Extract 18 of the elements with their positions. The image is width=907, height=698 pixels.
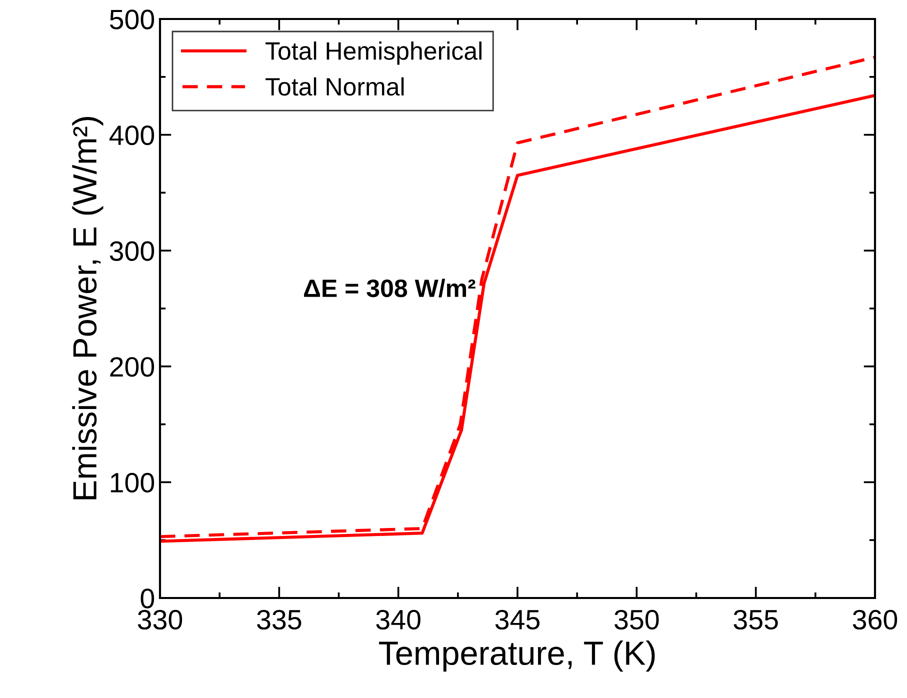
legend-label: Total Hemispherical — [266, 42, 482, 65]
x-tick-label: 345 — [495, 610, 540, 630]
x-axis-title: Temperature, T (K) — [379, 640, 655, 672]
y-tick-label: 200 — [110, 357, 154, 377]
y-tick-label: 500 — [110, 10, 154, 30]
x-tick-label: 340 — [376, 610, 420, 630]
annotation: ΔE = 308 W/m² — [304, 278, 476, 298]
y-tick-label: 400 — [109, 125, 154, 146]
x-tick-label: 360 — [852, 610, 898, 630]
y-tick-label: 100 — [110, 472, 154, 493]
x-tick-label: 350 — [614, 610, 659, 630]
legend-label: Total Normal — [266, 77, 404, 96]
x-tick-label: 355 — [734, 610, 778, 630]
y-axis-title: Emissive Power, E (W/m²) — [72, 117, 104, 500]
x-tick-label: 335 — [257, 610, 302, 630]
x-tick-label: 330 — [138, 610, 182, 630]
y-tick-label: 0 — [140, 588, 154, 608]
y-tick-label: 300 — [110, 241, 154, 261]
